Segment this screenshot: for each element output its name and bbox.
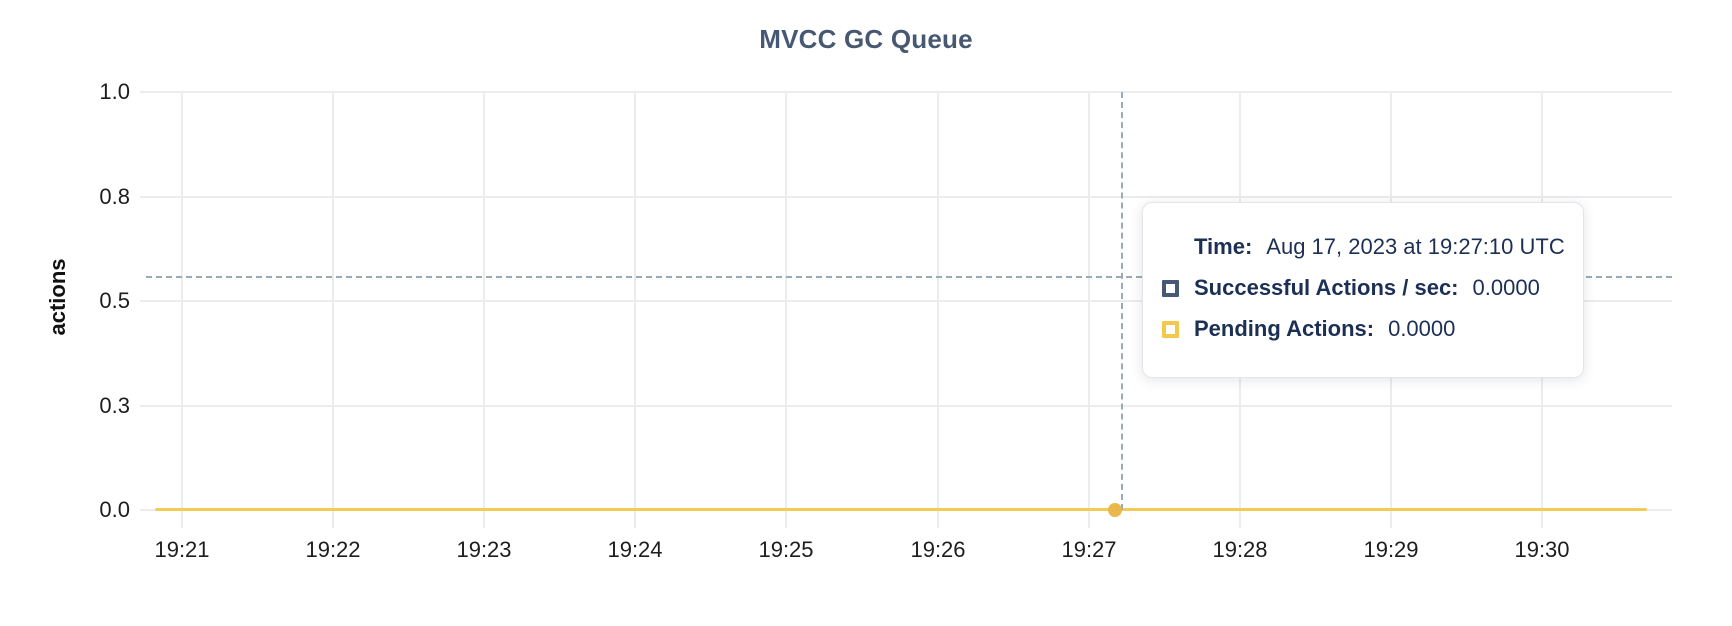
y-gridline <box>140 91 1672 93</box>
tooltip-series-row: Successful Actions / sec: 0.0000 <box>1162 274 1540 302</box>
x-gridline <box>785 92 787 528</box>
tooltip-series-label: Pending Actions: <box>1194 316 1375 341</box>
tooltip-time-value: Aug 17, 2023 at 19:27:10 UTC <box>1266 234 1565 259</box>
x-tick-label: 19:21 <box>154 537 210 562</box>
x-tick-label: 19:27 <box>1061 537 1117 562</box>
x-tick-label: 19:25 <box>758 537 814 562</box>
y-tick-label: 0.8 <box>99 184 130 209</box>
x-gridline <box>634 92 636 528</box>
crosshair-horizontal-line <box>146 276 1672 278</box>
x-tick-label: 19:29 <box>1363 537 1419 562</box>
tooltip-series-value: 0.0000 <box>1472 275 1540 300</box>
x-tick-label: 19:30 <box>1514 537 1570 562</box>
x-tick-label: 19:23 <box>456 537 512 562</box>
tooltip-series-row: Pending Actions: 0.0000 <box>1162 315 1455 343</box>
y-gridline <box>140 196 1672 198</box>
x-tick-label: 19:24 <box>607 537 663 562</box>
x-gridline <box>332 92 334 528</box>
tooltip-series-value: 0.0000 <box>1388 316 1456 341</box>
y-tick-label: 0.0 <box>99 497 130 522</box>
pending-actions-swatch-icon <box>1162 320 1179 338</box>
x-gridline <box>1088 92 1090 528</box>
chart-title: MVCC GC Queue <box>759 24 973 54</box>
y-tick-label: 0.3 <box>99 393 130 418</box>
hover-point-dot <box>1108 503 1122 517</box>
tooltip-series-label: Successful Actions / sec: <box>1194 275 1459 300</box>
crosshair-vertical-line <box>1121 92 1123 510</box>
x-tick-label: 19:28 <box>1212 537 1268 562</box>
x-gridline <box>181 92 183 528</box>
y-tick-label: 1.0 <box>99 79 130 104</box>
pending-actions-line <box>155 508 1647 511</box>
x-gridline <box>483 92 485 528</box>
x-tick-label: 19:26 <box>910 537 966 562</box>
hover-tooltip: Time: Aug 17, 2023 at 19:27:10 UTC Succe… <box>1142 202 1584 378</box>
y-gridline <box>140 300 1672 302</box>
x-gridline <box>937 92 939 528</box>
y-gridline <box>140 405 1672 407</box>
y-tick-label: 0.5 <box>99 288 130 313</box>
tooltip-time-label: Time: <box>1194 234 1253 259</box>
tooltip-time-row: Time: Aug 17, 2023 at 19:27:10 UTC <box>1162 233 1565 261</box>
x-tick-label: 19:22 <box>305 537 361 562</box>
successful-actions-swatch-icon <box>1162 279 1179 297</box>
